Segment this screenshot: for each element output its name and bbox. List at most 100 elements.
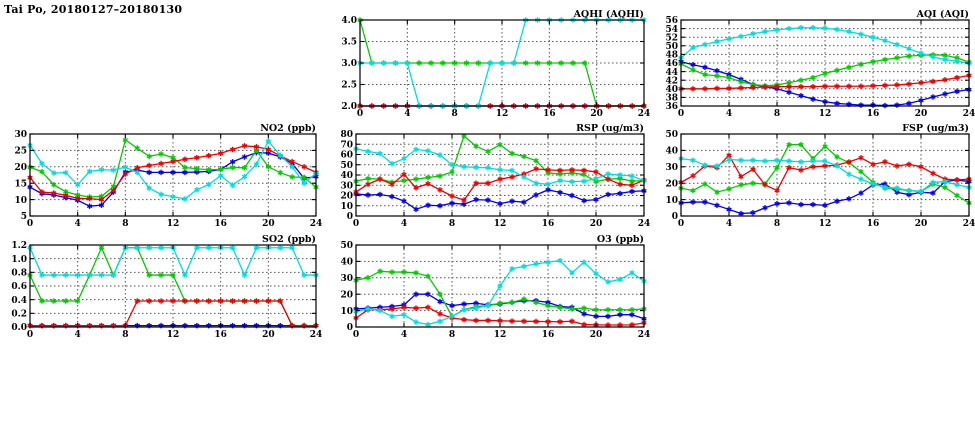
panel-o3: 0 4 8 12 16 20 24 0 10 20 30 40 50 O3 (ppb): [330, 233, 650, 341]
y-tick-label: 1.2: [11, 241, 27, 251]
panel-title-fsp: FSP (ug/m3): [902, 123, 969, 134]
y-tick-label: 30: [14, 130, 27, 140]
y-tick-label: 0.8: [11, 269, 27, 279]
y-tick-label: 50: [340, 161, 353, 171]
panel-rsp: 0 4 8 12 16 20 24 0 10 20 30 40 50 60 70 80 RSP (ug/m3): [330, 122, 650, 230]
y-tick-label: 54: [665, 25, 678, 35]
y-tick-label: 36: [665, 102, 678, 112]
x-tick-label: 4: [404, 109, 410, 119]
y-tick-label: 20: [665, 179, 678, 189]
panel-aqi: 0 4 8 12 16 20 24 36 38 40 42 44 46 48 50 52 54 56 AQI (AQ…: [655, 8, 975, 120]
x-tick-label: 8: [452, 109, 458, 119]
y-tick-label: 56: [665, 16, 678, 26]
x-tick-label: 24: [638, 330, 651, 340]
series-markers-s2: [27, 137, 319, 200]
panel-title-aqi: AQI (AQI): [916, 9, 969, 20]
y-tick-label: 2.5: [341, 81, 357, 91]
x-tick-label: 16: [214, 330, 227, 340]
y-tick-label: 40: [340, 258, 353, 268]
series-markers-s4: [678, 25, 972, 66]
panel-no2: 0 4 8 12 16 20 24 5 10 15 20 25 30 NO2 (ppb): [2, 122, 322, 230]
panel-title-aqhi: AQHI (AQHI): [573, 9, 644, 20]
series-markers-s3: [353, 166, 647, 203]
panel-aqhi: 0 4 8 12 16 20 24 2.0 2.5 3.0 3.5 4.0 AQHI (AQHI): [330, 8, 650, 120]
y-tick-label: 40: [665, 85, 678, 95]
series-markers-s4: [678, 155, 972, 195]
x-tick-label: 8: [449, 330, 455, 340]
series-markers-s2: [678, 141, 972, 206]
y-tick-label: 0.2: [11, 310, 27, 320]
y-tick-label: 20: [14, 163, 27, 173]
x-tick-label: 4: [401, 219, 407, 229]
y-tick-label: 10: [340, 307, 353, 317]
y-tick-label: 46: [665, 59, 678, 69]
x-tick-label: 0: [357, 109, 363, 119]
x-tick-label: 4: [401, 330, 407, 340]
y-tick-label: 30: [665, 163, 678, 173]
x-tick-label: 16: [867, 219, 880, 229]
panel-title-so2: SO2 (ppb): [262, 234, 316, 245]
plot-fsp: 0 4 8 12 16 20 24 0 10 20 30 40 50 FSP (ug/m3): [665, 123, 975, 229]
x-tick-label: 20: [590, 330, 603, 340]
y-tick-label: 60: [340, 151, 353, 161]
x-tick-label: 16: [867, 109, 880, 119]
x-tick-label: 12: [494, 219, 507, 229]
y-tick-label: 52: [665, 33, 678, 43]
y-tick-label: 0.4: [11, 296, 27, 306]
y-tick-label: 50: [665, 130, 678, 140]
y-tick-label: 70: [340, 140, 353, 150]
x-tick-label: 12: [819, 219, 832, 229]
x-tick-label: 24: [310, 219, 323, 229]
panel-title-rsp: RSP (ug/m3): [576, 123, 644, 134]
x-tick-label: 8: [774, 219, 780, 229]
page-title: Tai Po, 20180127–20180130: [4, 3, 183, 16]
y-tick-label: 40: [665, 147, 678, 157]
x-tick-label: 0: [27, 219, 33, 229]
y-tick-label: 10: [14, 196, 27, 206]
y-tick-label: 3.0: [341, 59, 357, 69]
y-tick-label: 10: [665, 196, 678, 206]
x-tick-label: 24: [310, 330, 323, 340]
x-tick-label: 16: [542, 330, 555, 340]
panel-title-no2: NO2 (ppb): [260, 123, 316, 134]
y-tick-label: 38: [665, 94, 678, 104]
y-tick-label: 44: [665, 68, 678, 78]
x-tick-label: 0: [353, 330, 359, 340]
x-tick-label: 8: [449, 219, 455, 229]
x-tick-label: 12: [167, 330, 180, 340]
x-tick-label: 12: [819, 109, 832, 119]
y-tick-label: 10: [340, 202, 353, 212]
x-tick-label: 8: [122, 330, 128, 340]
plot-aqhi: 0 4 8 12 16 20 24 2.0 2.5 3.0 3.5 4.0 AQHI (AQHI): [341, 9, 650, 119]
y-tick-label: 80: [340, 130, 353, 140]
x-tick-label: 24: [963, 219, 975, 229]
series-markers-s4: [27, 138, 319, 202]
series-line-s1: [680, 179, 970, 215]
x-tick-label: 0: [678, 219, 684, 229]
x-tick-label: 16: [214, 219, 227, 229]
y-tick-label: 20: [340, 290, 353, 300]
y-tick-label: 40: [340, 171, 353, 181]
y-tick-label: 42: [665, 76, 678, 86]
plot-no2: 0 4 8 12 16 20 24 5 10 15 20 25 30 NO2 (ppb): [14, 123, 323, 229]
y-tick-label: 30: [340, 274, 353, 284]
x-tick-label: 12: [494, 330, 507, 340]
y-tick-label: 0.6: [11, 282, 27, 292]
y-tick-label: 0: [672, 212, 678, 222]
x-tick-label: 0: [27, 330, 33, 340]
x-tick-label: 12: [167, 219, 180, 229]
y-tick-label: 5: [21, 212, 27, 222]
plot-o3: 0 4 8 12 16 20 24 0 10 20 30 40 50 O3 (ppb): [340, 234, 651, 340]
series-markers-s3: [678, 72, 972, 92]
x-tick-label: 8: [122, 219, 128, 229]
x-tick-label: 12: [496, 109, 509, 119]
y-tick-label: 0: [347, 212, 353, 222]
y-tick-label: 20: [340, 192, 353, 202]
y-tick-label: 50: [665, 42, 678, 52]
y-tick-label: 3.5: [341, 38, 357, 48]
plot-so2: 0 4 8 12 16 20 24 0.0 0.2 0.4 0.6 0.8 1.0 1.2 SO2 (ppb…: [11, 234, 323, 340]
y-tick-label: 0: [347, 323, 353, 333]
x-tick-label: 20: [262, 330, 275, 340]
x-tick-label: 4: [75, 219, 81, 229]
